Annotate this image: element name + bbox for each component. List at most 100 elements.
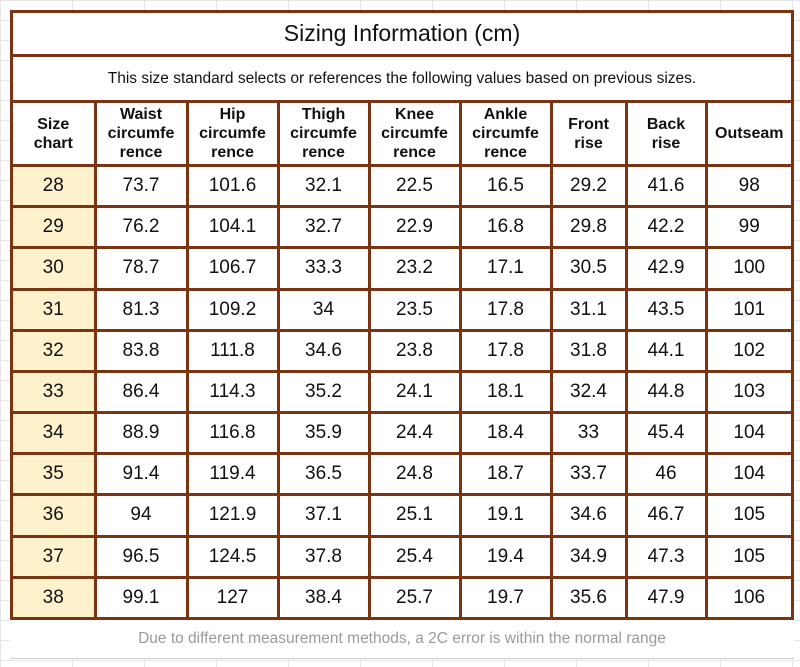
table-row: 34 88.9 116.8 35.9 24.4 18.4 33 45.4 104: [13, 411, 791, 456]
measurement-cell-thigh: 34: [276, 287, 371, 332]
measurement-cell-knee: 23.5: [367, 287, 462, 332]
table-row: 31 81.3 109.2 34 23.5 17.8 31.1 43.5 101: [13, 287, 791, 332]
measurement-cell-back-rise: 46: [624, 452, 708, 497]
measurement-cell-outseam: 101: [704, 287, 791, 332]
measurement-cell-knee: 22.5: [367, 163, 462, 209]
measurement-cell-back-rise: 42.2: [624, 205, 708, 250]
footer-note: Due to different measurement methods, a …: [10, 620, 794, 659]
measurement-cell-front-rise: 33.7: [549, 452, 628, 497]
measurement-cell-knee: 23.8: [367, 328, 462, 373]
measurement-cell-outseam: 98: [704, 163, 791, 209]
measurement-cell-hip: 109.2: [185, 287, 280, 332]
measurement-cell-knee: 22.9: [367, 205, 462, 250]
measurement-cell-hip: 111.8: [185, 328, 280, 373]
measurement-cell-front-rise: 31.1: [549, 287, 628, 332]
size-table: Size chart Waist circumfe rence Hip circumfe re…: [13, 103, 791, 617]
measurement-cell-thigh: 35.2: [276, 369, 371, 415]
header-label-line: rise: [651, 134, 681, 152]
header-label-line: Back: [646, 115, 686, 133]
measurement-cell-waist: 76.2: [93, 205, 189, 250]
header-label-line: Ankle: [483, 106, 528, 123]
measurement-cell-ankle: 18.1: [458, 369, 553, 415]
size-cell: 29: [13, 205, 97, 250]
measurement-cell-thigh: 33.3: [276, 246, 371, 291]
measurement-cell-thigh: 32.1: [276, 163, 371, 209]
measurement-cell-thigh: 35.9: [276, 411, 371, 456]
header-label-line: rence: [393, 144, 436, 161]
header-ankle: Ankle circumfe rence: [458, 103, 553, 167]
measurement-cell-outseam: 105: [704, 534, 791, 579]
table-row: 29 76.2 104.1 32.7 22.9 16.8 29.8 42.2 99: [13, 205, 791, 250]
measurement-cell-front-rise: 31.8: [549, 328, 628, 373]
chart-subtitle: This size standard selects or references…: [13, 57, 791, 103]
size-cell: 31: [13, 287, 97, 332]
header-label-line: circumfe: [199, 125, 266, 142]
sizing-chart: Sizing Information (cm) This size standa…: [10, 10, 794, 620]
measurement-cell-front-rise: 29.2: [549, 163, 628, 209]
measurement-cell-hip: 101.6: [185, 163, 280, 209]
measurement-cell-thigh: 37.8: [276, 534, 371, 579]
measurement-cell-outseam: 103: [704, 369, 791, 415]
table-row: 37 96.5 124.5 37.8 25.4 19.4 34.9 47.3 105: [13, 534, 791, 579]
measurement-cell-waist: 81.3: [93, 287, 189, 332]
measurement-cell-waist: 94: [93, 493, 189, 538]
header-label-line: Outseam: [715, 125, 784, 142]
measurement-cell-ankle: 16.8: [458, 205, 553, 250]
table-row: 36 94 121.9 37.1 25.1 19.1 34.6 46.7 105: [13, 493, 791, 538]
measurement-cell-knee: 24.1: [367, 369, 462, 415]
table-row: 35 91.4 119.4 36.5 24.8 18.7 33.7 46 104: [13, 452, 791, 497]
measurement-cell-back-rise: 47.3: [624, 534, 708, 579]
header-label-line: circumfe: [381, 125, 448, 142]
measurement-cell-front-rise: 30.5: [549, 246, 628, 291]
measurement-cell-ankle: 17.8: [458, 328, 553, 373]
header-label-line: circumfe: [472, 125, 539, 142]
measurement-cell-back-rise: 44.1: [624, 328, 708, 373]
measurement-cell-waist: 96.5: [93, 534, 189, 579]
measurement-cell-front-rise: 32.4: [549, 369, 628, 415]
header-waist: Waist circumfe rence: [93, 103, 189, 167]
header-label-line: circumfe: [290, 125, 357, 142]
measurement-cell-hip: 116.8: [185, 411, 280, 456]
header-label-line: rence: [211, 144, 254, 161]
header-thigh: Thigh circumfe rence: [276, 103, 371, 167]
measurement-cell-back-rise: 41.6: [624, 163, 708, 209]
size-cell: 36: [13, 493, 97, 538]
measurement-cell-ankle: 18.4: [458, 411, 553, 456]
header-size: Size chart: [13, 103, 97, 167]
measurement-cell-back-rise: 45.4: [624, 411, 708, 456]
measurement-cell-front-rise: 33: [549, 411, 628, 456]
size-cell: 30: [13, 246, 97, 291]
measurement-cell-outseam: 99: [704, 205, 791, 250]
header-back-rise: Back rise: [624, 103, 708, 167]
table-body: 28 73.7 101.6 32.1 22.5 16.5 29.2 41.6 98 29 76.2 1…: [13, 163, 791, 617]
header-label-line: Size: [37, 115, 70, 133]
size-cell: 37: [13, 534, 97, 579]
measurement-cell-knee: 25.4: [367, 534, 462, 579]
measurement-cell-thigh: 36.5: [276, 452, 371, 497]
header-label-line: Hip: [219, 106, 246, 123]
measurement-cell-ankle: 19.1: [458, 493, 553, 538]
table-header-row: Size chart Waist circumfe rence Hip circumfe re…: [13, 103, 791, 167]
header-knee: Knee circumfe rence: [367, 103, 462, 167]
measurement-cell-ankle: 17.1: [458, 246, 553, 291]
measurement-cell-waist: 73.7: [93, 163, 189, 209]
header-label-line: chart: [33, 134, 73, 152]
measurement-cell-outseam: 100: [704, 246, 791, 291]
measurement-cell-thigh: 34.6: [276, 328, 371, 373]
header-label-line: Thigh: [301, 106, 346, 123]
measurement-cell-hip: 127: [185, 575, 280, 617]
header-label-line: rence: [302, 144, 345, 161]
measurement-cell-ankle: 18.7: [458, 452, 553, 497]
measurement-cell-front-rise: 34.6: [549, 493, 628, 538]
measurement-cell-back-rise: 43.5: [624, 287, 708, 332]
header-hip: Hip circumfe rence: [185, 103, 280, 167]
size-cell: 33: [13, 369, 97, 415]
size-cell: 38: [13, 575, 97, 617]
measurement-cell-front-rise: 35.6: [549, 575, 628, 617]
table-row: 33 86.4 114.3 35.2 24.1 18.1 32.4 44.8 103: [13, 369, 791, 415]
measurement-cell-hip: 124.5: [185, 534, 280, 579]
measurement-cell-ankle: 17.8: [458, 287, 553, 332]
size-cell: 35: [13, 452, 97, 497]
measurement-cell-waist: 86.4: [93, 369, 189, 415]
size-cell: 32: [13, 328, 97, 373]
